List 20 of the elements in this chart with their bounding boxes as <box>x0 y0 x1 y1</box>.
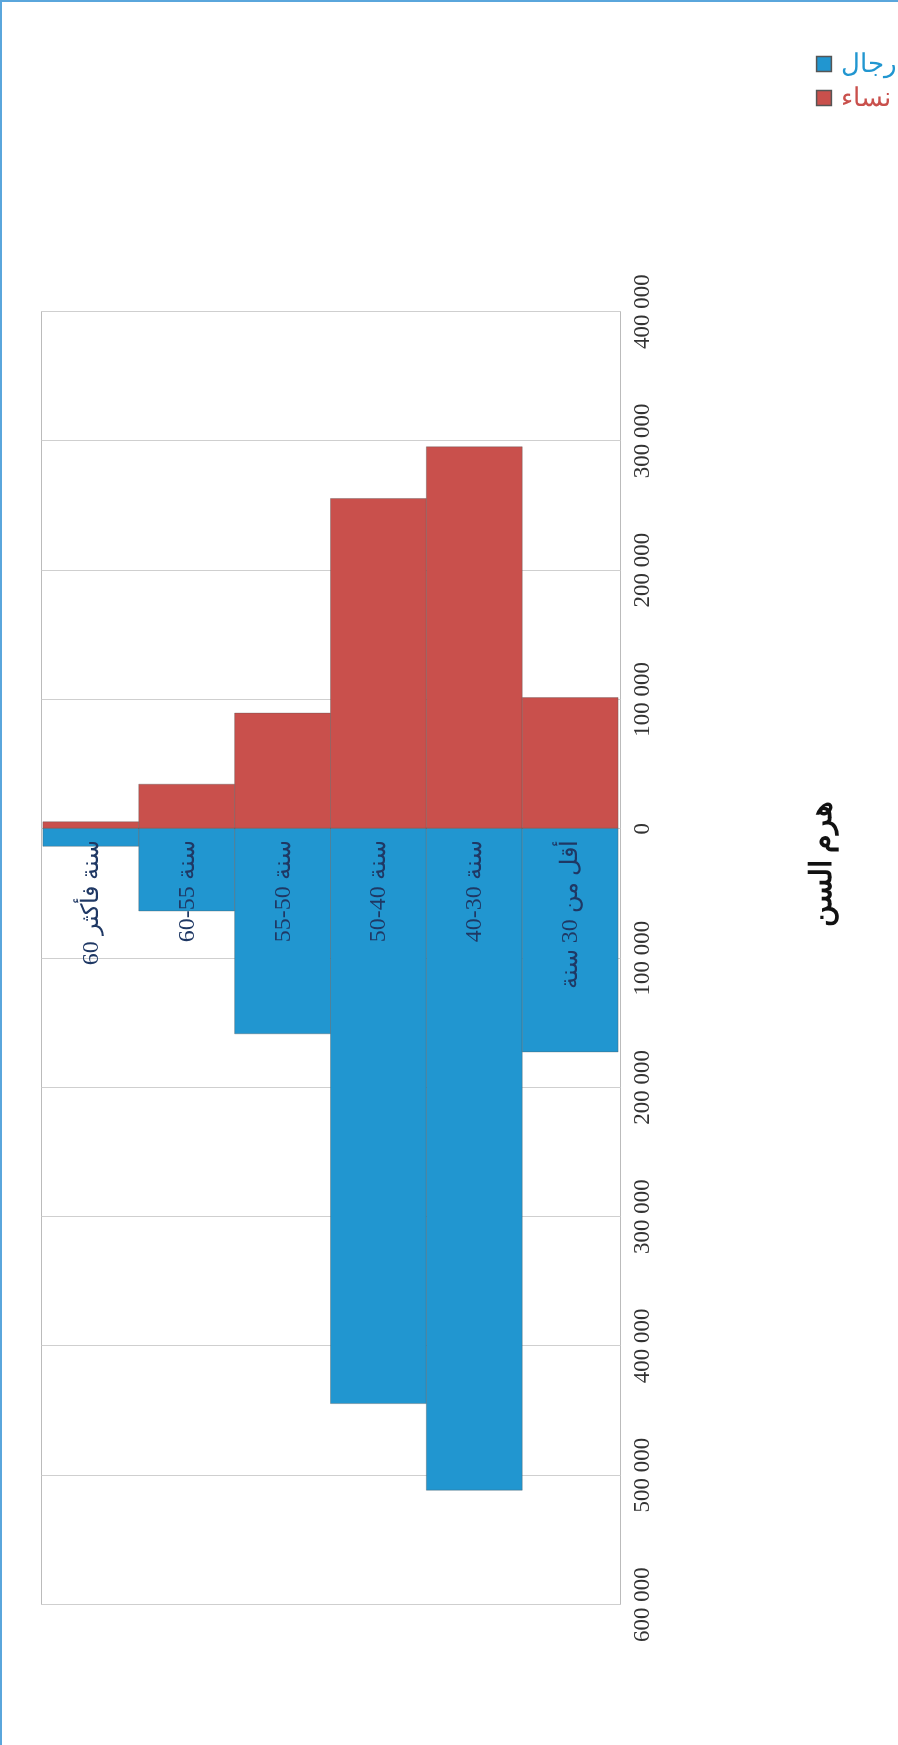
y-tick-label: 100 000 <box>628 920 654 996</box>
y-tick-label: 400 000 <box>628 1308 654 1384</box>
y-tick-label: 500 000 <box>628 1437 654 1513</box>
x-tick-label: 55-50 سنة <box>268 840 295 943</box>
x-tick-label: 50-40 سنة <box>364 840 391 943</box>
y-tick-label: 100 000 <box>628 662 654 737</box>
y-tick-label: 400 000 <box>628 274 654 349</box>
x-tick-label: 40-30 سنة <box>460 840 487 943</box>
x-tick-label: 60-55 سنة <box>172 840 199 943</box>
y-tick-label: 200 000 <box>628 1049 654 1125</box>
text: هرم السن <box>804 800 839 928</box>
legend-label: نساء <box>841 83 891 112</box>
x-tick-label: 60 سنة فأكثر <box>72 840 104 966</box>
y-tick-label: 0 <box>628 822 654 835</box>
y-tick-label: 300 000 <box>628 403 654 479</box>
y-tick-label: 600 000 <box>628 1567 654 1642</box>
y-tick-label: 300 000 <box>628 1179 654 1254</box>
x-tick-label: أقل من 30 سنة <box>552 840 584 990</box>
legend-label: رجال <box>841 49 897 79</box>
y-tick-label: 200 000 <box>628 532 654 608</box>
